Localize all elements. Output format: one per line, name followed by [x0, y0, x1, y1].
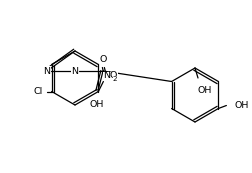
Text: N: N [71, 66, 78, 75]
Text: OH: OH [233, 101, 248, 110]
Text: NO: NO [103, 71, 117, 80]
Text: O: O [99, 54, 107, 63]
Text: OH: OH [89, 100, 104, 109]
Text: OH: OH [197, 86, 211, 95]
Text: 2: 2 [112, 76, 117, 82]
Text: Cl: Cl [33, 87, 42, 96]
Text: N: N [43, 66, 50, 75]
